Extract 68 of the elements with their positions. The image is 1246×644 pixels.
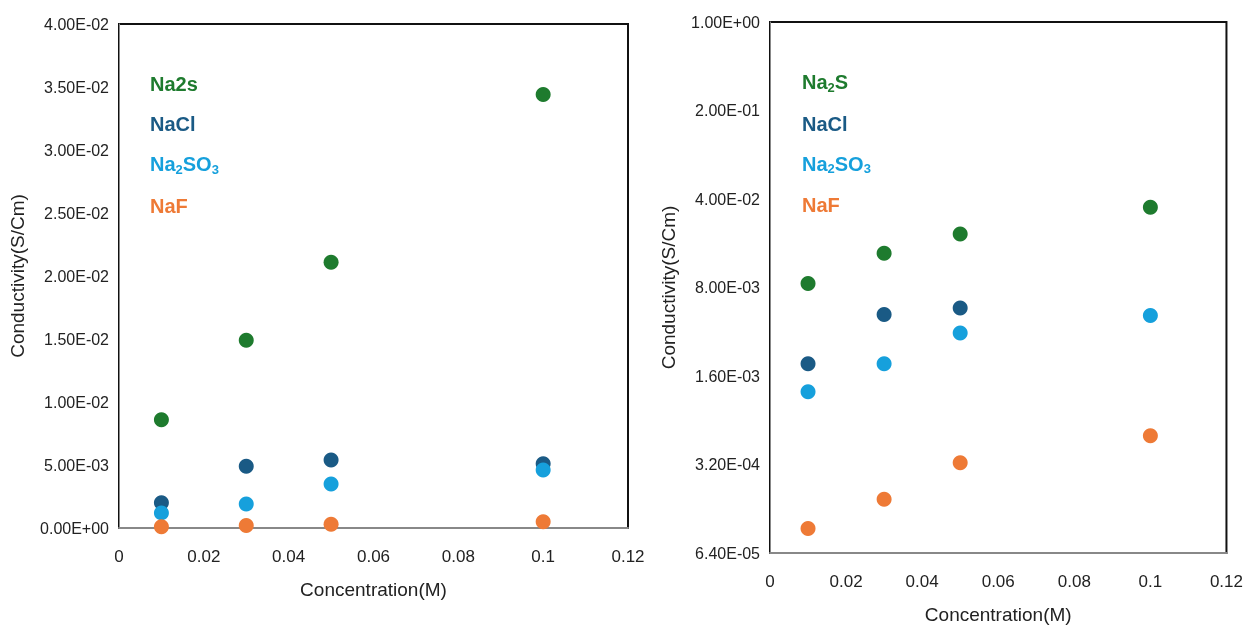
y-tick-label: 3.00E-02 [44,141,110,159]
x-tick-label: 0 [765,572,775,591]
x-tick-label: 0.02 [187,547,221,566]
point [238,517,254,533]
point [952,226,968,242]
point [1142,308,1158,324]
y-tick-label: 2.00E-01 [695,102,761,119]
y-tick-label: 0.00E+00 [40,519,110,537]
point [952,300,968,316]
point [535,462,551,478]
y-tick-label: 6.40E-05 [695,544,761,562]
point [153,412,169,428]
point [800,520,816,536]
point [952,455,968,471]
x-tick-label: 0.04 [272,547,306,566]
point [535,87,551,103]
x-tick-label: 0.06 [356,547,391,566]
x-tick-label: 0.06 [981,572,1015,591]
point [153,505,169,521]
text: NaCl [150,113,196,135]
point [800,356,816,372]
point [800,384,816,400]
point [323,476,339,492]
x-axis-title: Concentration(M) [300,579,447,600]
text: NaF [802,194,840,216]
point [323,516,339,532]
y-tick-label: 2.00E-02 [44,267,110,285]
point [876,245,892,261]
point [323,452,339,468]
point [1142,199,1158,215]
point [952,325,968,341]
x-tick-label: 0 [114,547,124,566]
y-tick-label: 2.50E-02 [44,204,110,222]
point [238,332,254,348]
x-tick-label: 0.1 [531,547,555,566]
y-tick-label: 1.00E+00 [691,13,761,31]
point [876,356,892,372]
text: NaCl [802,112,848,135]
y-tick-label: 1.00E-02 [44,393,110,411]
point [1142,428,1158,444]
y-tick-label: 4.00E-02 [44,15,110,33]
y-axis-title: Conductivity(S/Cm) [658,205,679,370]
point [876,491,892,507]
x-tick-label: 0.04 [905,572,939,591]
point [535,514,551,530]
x-tick-label: 0.12 [611,547,645,566]
x-tick-label: 0.02 [829,572,863,591]
y-axis-title: Conductivity(S/Cm) [7,194,28,358]
y-tick-label: 3.20E-04 [695,456,761,473]
point [800,276,816,292]
point [238,496,254,512]
y-tick-label: 3.50E-02 [44,78,110,96]
point [238,458,254,474]
point [323,254,339,270]
x-tick-label: 0.1 [1138,572,1163,591]
x-tick-label: 0.08 [441,547,475,566]
y-tick-label: 1.50E-02 [44,330,110,348]
y-tick-label: 1.60E-03 [695,367,761,385]
text: Na2s [150,73,198,95]
x-tick-label: 0.08 [1057,572,1091,591]
point [876,306,892,322]
point [153,519,169,535]
y-tick-label: 4.00E-02 [695,190,761,208]
y-tick-label: 8.00E-03 [695,279,761,296]
text: NaF [150,194,188,217]
y-tick-label: 5.00E-03 [44,456,110,474]
x-tick-label: 0.12 [1209,572,1243,591]
x-axis-title: Concentration(M) [924,604,1072,625]
